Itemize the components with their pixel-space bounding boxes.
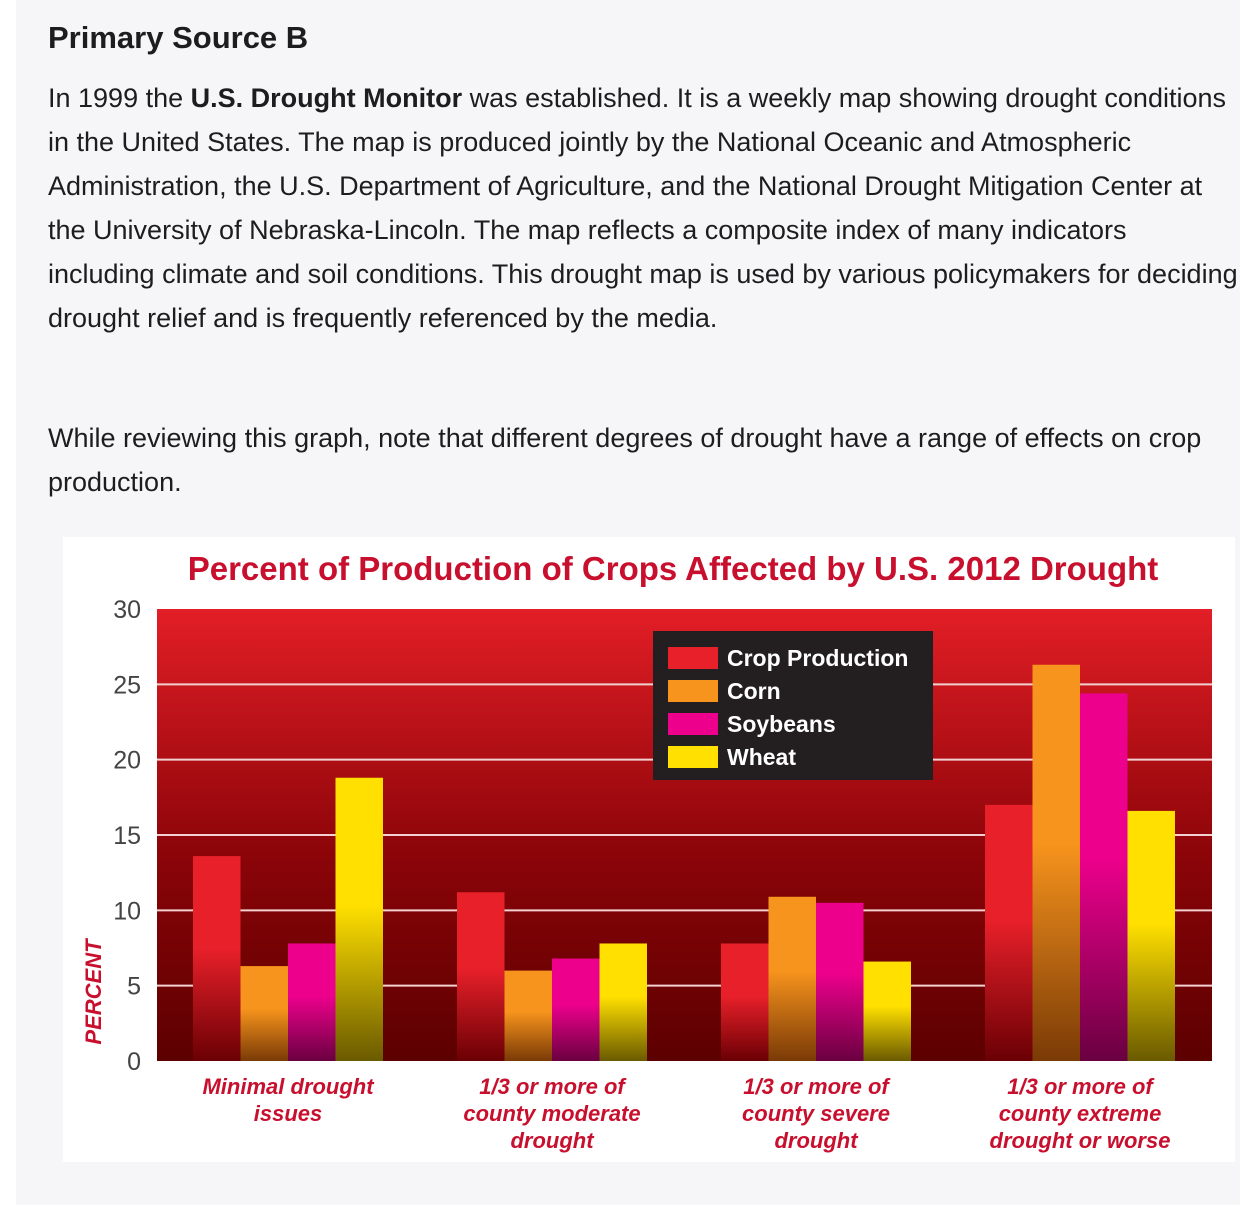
x-category-label: drought [510, 1128, 595, 1153]
x-category-label: county severe [742, 1101, 890, 1126]
legend-swatch [668, 680, 718, 702]
y-tick-label: 25 [113, 671, 141, 699]
bar-crop-production [457, 892, 505, 1061]
bar-corn [1032, 664, 1080, 1061]
bar-crop-production [193, 856, 241, 1061]
x-category-label: 1/3 or more of [1007, 1074, 1155, 1099]
text: In 1999 the [48, 83, 191, 113]
drought-monitor-term: U.S. Drought Monitor [190, 83, 463, 113]
bar-corn [504, 970, 552, 1061]
bar-soybeans [816, 902, 864, 1061]
x-category-label: Minimal drought [202, 1074, 375, 1099]
bar-soybeans [552, 958, 600, 1061]
y-tick-label: 30 [113, 596, 141, 624]
legend-swatch [668, 746, 718, 768]
y-axis-label: PERCENT [81, 938, 106, 1045]
legend-label: Soybeans [727, 711, 836, 737]
bar-wheat [599, 943, 647, 1061]
legend-swatch [668, 713, 718, 735]
bar-corn [240, 966, 288, 1061]
legend-swatch [668, 647, 718, 669]
chart-title: Percent of Production of Crops Affected … [188, 550, 1159, 587]
x-category-label: drought [774, 1128, 859, 1153]
y-tick-label: 20 [113, 747, 141, 775]
x-category-label: county extreme [999, 1101, 1162, 1126]
x-category-label: 1/3 or more of [479, 1074, 627, 1099]
bar-crop-production [985, 804, 1033, 1061]
bar-wheat [1127, 810, 1175, 1061]
y-tick-label: 15 [113, 822, 141, 850]
legend-label: Corn [727, 678, 781, 704]
bar-wheat [863, 961, 911, 1061]
bar-chart: Percent of Production of Crops Affected … [81, 550, 1212, 1153]
x-category-label: county moderate [463, 1101, 640, 1126]
note-paragraph: While reviewing this graph, note that di… [48, 423, 1202, 497]
y-tick-label: 0 [127, 1048, 141, 1076]
legend-label: Crop Production [727, 645, 908, 671]
bar-wheat [335, 777, 383, 1061]
legend-label: Wheat [727, 744, 796, 770]
bar-crop-production [721, 943, 769, 1061]
x-category-label: 1/3 or more of [743, 1074, 891, 1099]
y-tick-label: 10 [113, 897, 141, 925]
bar-soybeans [1080, 693, 1128, 1061]
legend: Crop Production Corn Soybeans Wheat [653, 631, 933, 780]
y-tick-label: 5 [127, 973, 141, 1001]
section-heading: Primary Source B [48, 20, 309, 55]
x-category-label: drought or worse [990, 1128, 1171, 1153]
x-category-label: issues [254, 1101, 323, 1126]
chart-container: Percent of Production of Crops Affected … [63, 537, 1235, 1162]
bar-soybeans [288, 943, 336, 1061]
text: was established. It is a weekly map show… [48, 83, 1238, 333]
intro-paragraph: In 1999 the U.S. Drought Monitor was est… [48, 76, 1238, 340]
bar-corn [768, 896, 816, 1061]
